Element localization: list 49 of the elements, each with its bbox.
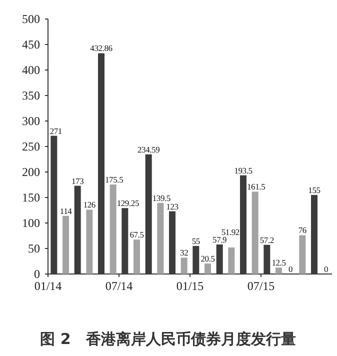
- x-tick-label: 01/14: [34, 279, 62, 293]
- data-label: 271: [50, 126, 62, 136]
- data-label: 155: [308, 184, 320, 195]
- bar: [299, 235, 306, 274]
- bar: [110, 184, 116, 274]
- data-label: 234.59: [137, 144, 160, 154]
- data-label: 20.5: [200, 254, 215, 264]
- data-label: 67.5: [130, 230, 144, 240]
- data-label: 126: [83, 200, 96, 210]
- y-tick-label: 0: [34, 267, 40, 281]
- data-label: 173: [72, 176, 84, 186]
- y-tick-label: 400: [22, 63, 40, 77]
- data-label: 139.5: [152, 192, 170, 203]
- y-tick-label: 350: [22, 88, 40, 102]
- x-tick-label: 07/14: [105, 279, 133, 293]
- data-label: 129.25: [116, 198, 140, 208]
- bar: [157, 202, 164, 274]
- data-label: 161.5: [247, 182, 266, 192]
- data-label: 432.86: [90, 43, 112, 54]
- y-tick-label: 300: [22, 114, 40, 128]
- bar: [252, 192, 258, 274]
- y-tick-label: 500: [22, 12, 40, 26]
- y-tick-label: 100: [22, 216, 40, 230]
- text: 图 2 香港离岸人民币债券月度发行量: [40, 330, 296, 348]
- data-label: 123: [166, 201, 178, 212]
- x-tick-label: 07/15: [247, 279, 275, 293]
- bar: [180, 258, 188, 274]
- data-label: 32: [180, 248, 188, 258]
- data-label: 76: [298, 225, 306, 236]
- y-tick-label: 450: [22, 38, 40, 52]
- bar: [86, 210, 93, 274]
- data-label: 55: [192, 236, 200, 246]
- y-tick-label: 50: [28, 242, 40, 256]
- bar: [228, 248, 235, 274]
- y-tick-label: 200: [22, 165, 40, 179]
- data-label: 12.5: [272, 258, 286, 268]
- data-label: 193.5: [234, 165, 252, 176]
- y-tick-label: 150: [22, 190, 40, 204]
- data-label: 57.2: [260, 234, 274, 245]
- bar: [204, 264, 212, 274]
- x-tick-label: 01/15: [176, 279, 204, 293]
- bar: [275, 268, 282, 274]
- bar: [62, 216, 70, 274]
- data-label: 0: [288, 264, 293, 274]
- data-label: 114: [60, 206, 73, 216]
- data-label: 0: [324, 264, 328, 274]
- bar: [133, 240, 140, 274]
- data-label: 175.5: [105, 174, 124, 184]
- y-tick-label: 250: [22, 140, 40, 154]
